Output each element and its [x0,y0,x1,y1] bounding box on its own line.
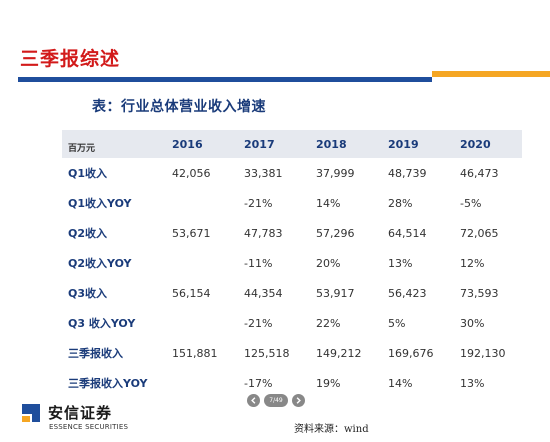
chevron-right-icon[interactable] [292,393,305,407]
row-label: Q3 收入YOY [68,317,136,330]
table-cell: 56,154 [172,286,211,300]
table-row: Q2收入YOY -11% 20% 13% 12% [62,248,522,278]
table-cell: 46,473 [460,166,499,180]
table-cell: 53,671 [172,226,211,240]
chevron-left-icon[interactable] [247,393,260,407]
table-cell: 169,676 [388,346,434,360]
row-label: 三季报收入 [68,347,123,360]
table-cell-negative: -5% [460,196,482,210]
table-cell: -21% [244,196,273,210]
table-cell: 44,354 [244,286,283,300]
table-cell: 53,917 [316,286,355,300]
table-cell: 64,514 [388,226,427,240]
table-cell: 22% [316,316,341,330]
table-cell: 33,381 [244,166,283,180]
table-header-row: 百万元 2016 2017 2018 2019 2020 [62,130,522,158]
table-cell: 28% [388,196,413,210]
year-header: 2018 [316,137,347,151]
table-cell: 48,739 [388,166,427,180]
table-caption: 表：行业总体营业收入增速 [92,99,266,115]
table-cell [172,248,244,278]
table-cell: -21% [244,316,273,330]
slide-pager: 7/49 [247,393,305,407]
table-cell-highlight: 12% [460,256,485,270]
table-cell: 149,212 [316,346,362,360]
table-row: Q3收入 56,154 44,354 53,917 56,423 73,593 [62,278,522,308]
row-label: Q2收入 [68,227,108,240]
year-header: 2019 [388,137,419,151]
table-row: 三季报收入YOY -17% 19% 14% 13% [62,368,522,398]
row-label: Q3收入 [68,287,108,300]
table-row: Q2收入 53,671 47,783 57,296 64,514 72,065 [62,218,522,248]
table-cell: 56,423 [388,286,427,300]
table-cell: 19% [316,376,341,390]
row-label: Q2收入YOY [68,257,132,270]
table-cell [172,368,244,398]
title-rule-blue [18,77,432,82]
row-label: Q1收入YOY [68,197,132,210]
table-cell-highlight: 30% [460,316,485,330]
row-label: Q1收入 [68,167,108,180]
table-cell [172,188,244,218]
table-cell: 14% [316,196,341,210]
row-label: 三季报收入YOY [68,377,148,390]
table-cell: 57,296 [316,226,355,240]
table-cell: 125,518 [244,346,290,360]
unit-label: 百万元 [68,143,96,154]
table-cell: 5% [388,316,406,330]
table-cell: 151,881 [172,346,218,360]
table-row: Q3 收入YOY -21% 22% 5% 30% [62,308,522,338]
page-counter: 7/49 [264,393,288,407]
table-cell: 72,065 [460,226,499,240]
table-cell: -11% [244,256,273,270]
table-cell: -17% [244,376,273,390]
table-cell: 42,056 [172,166,211,180]
source-note: 资料来源：wind [294,424,369,435]
table-cell-highlight: 13% [460,376,485,390]
table-cell: 47,783 [244,226,283,240]
table-cell: 20% [316,256,341,270]
revenue-table: 百万元 2016 2017 2018 2019 2020 Q1收入 42,056… [62,130,522,398]
table-row: Q1收入YOY -21% 14% 28% -5% [62,188,522,218]
year-header: 2017 [244,137,275,151]
table-cell: 13% [388,256,413,270]
table-row: Q1收入 42,056 33,381 37,999 48,739 46,473 [62,158,522,188]
title-rule-orange [432,71,550,77]
table-cell: 37,999 [316,166,355,180]
table-cell: 14% [388,376,413,390]
year-header: 2020 [460,137,491,151]
table-cell: 192,130 [460,346,506,360]
year-header: 2016 [172,137,203,151]
brand-subtitle: ESSENCE SECURITIES [49,423,129,431]
essence-logo-icon [22,404,40,422]
table-row: 三季报收入 151,881 125,518 149,212 169,676 19… [62,338,522,368]
table-cell: 73,593 [460,286,499,300]
slide-title: 三季报综述 [20,48,121,70]
table-cell [172,308,244,338]
brand-name: 安信证券 [48,404,113,422]
